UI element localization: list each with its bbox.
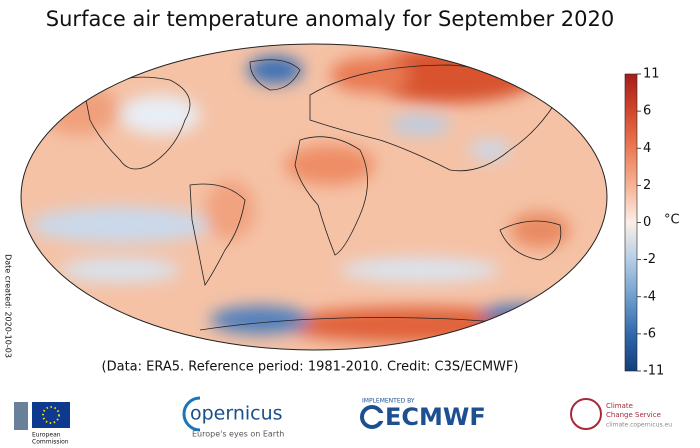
colorbar-tick-label: -6: [643, 326, 656, 341]
logo-text: Change Service: [606, 411, 661, 419]
map: [20, 43, 608, 351]
title: Surface air temperature anomaly for Sept…: [46, 7, 614, 31]
logo-text: Climate: [606, 402, 633, 410]
colorbar-tick-label: 0: [643, 215, 651, 230]
logo-text: ECMWF: [385, 403, 486, 431]
colorbar-tick-label: 2: [643, 178, 651, 193]
logo-european-commission: European Commission: [14, 402, 70, 446]
colorbar-tick-label: 6: [643, 104, 651, 119]
colorbar-tick-label: -4: [643, 289, 656, 304]
logo-text: European: [32, 432, 61, 439]
colorbar-tick-label: 11: [643, 67, 660, 82]
colorbar-tick-label: -11: [643, 364, 664, 379]
logo-c3s: Climate Change Service climate.copernicu…: [570, 398, 672, 430]
colorbar-tick-label: -2: [643, 252, 656, 267]
colorbar-unit: °C: [664, 213, 680, 228]
logo-ecmwf: IMPLEMENTED BY ECMWF: [360, 398, 486, 431]
logo-text: climate.copernicus.eu: [606, 422, 672, 429]
colorbar: [624, 73, 638, 372]
logo-copernicus: opernicus Europe's eyes on Earth: [182, 396, 284, 439]
credit: (Data: ERA5. Reference period: 1981-2010…: [102, 360, 519, 375]
colorbar-ticks: 11 6 4 2 0 -2 -4 -6 -11: [637, 67, 664, 379]
logo-text: opernicus: [190, 403, 283, 425]
colorbar-tick-label: 4: [643, 141, 651, 156]
logo-text: Commission: [32, 439, 69, 446]
date-created: Date created: 2020-10-03: [4, 254, 13, 358]
logo-text: IMPLEMENTED BY: [362, 398, 415, 405]
logo-text: Europe's eyes on Earth: [192, 430, 284, 439]
